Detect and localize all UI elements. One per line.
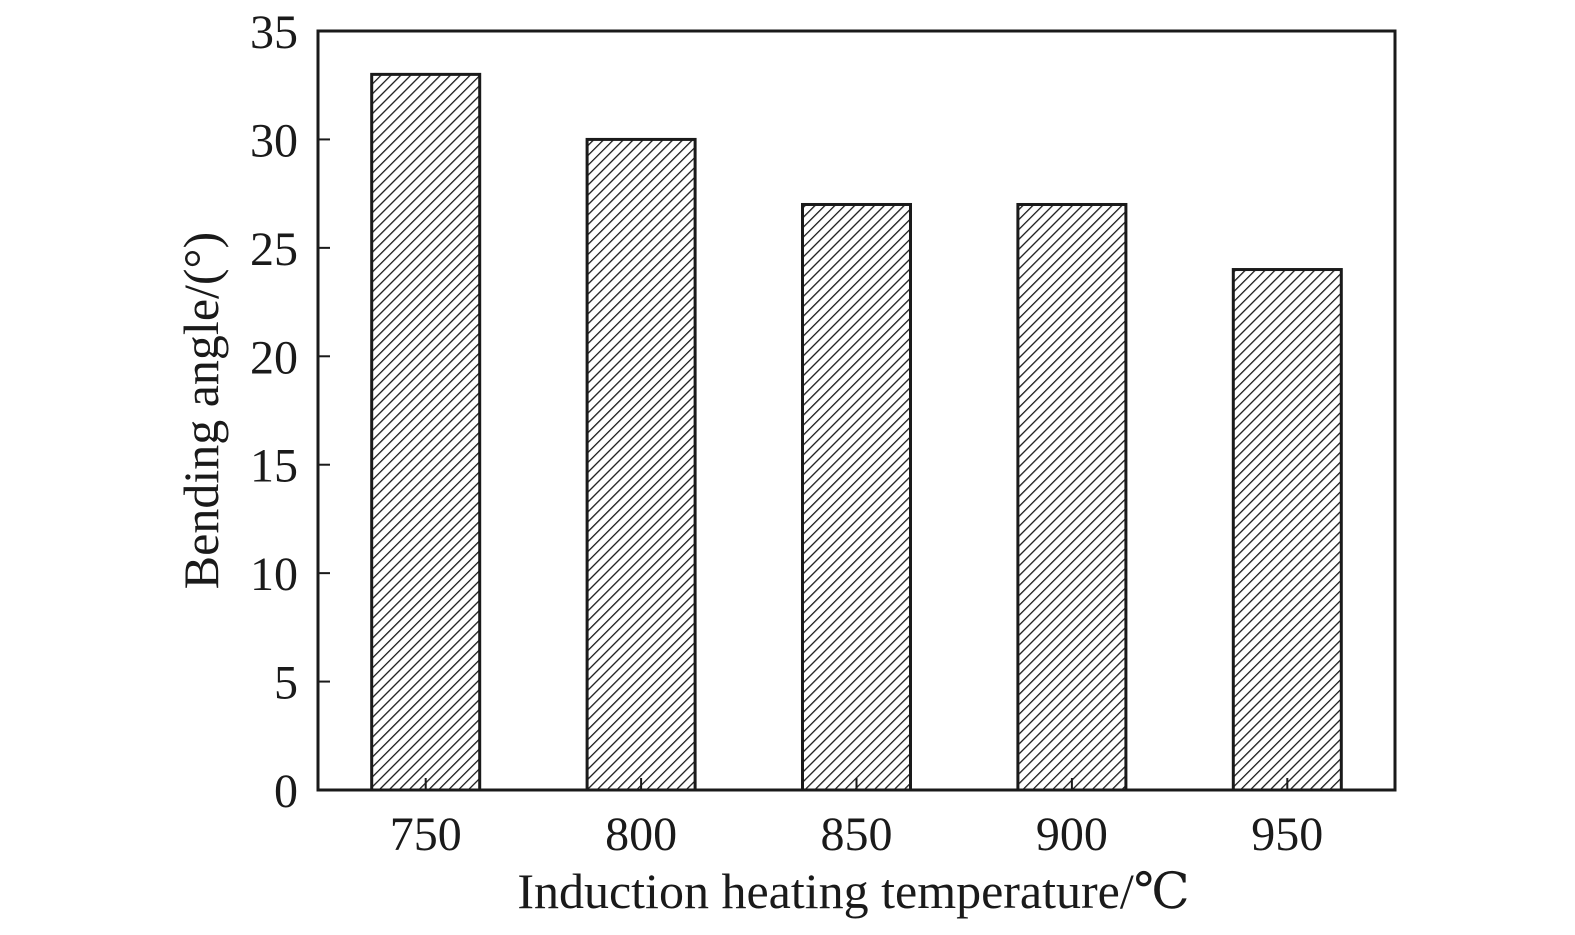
x-tick-label: 900 — [1036, 808, 1108, 861]
x-tick-label: 950 — [1251, 808, 1323, 861]
x-axis-title: Induction heating temperature/℃ — [517, 863, 1189, 919]
y-tick-label: 10 — [250, 548, 298, 601]
bar-750 — [370, 72, 482, 792]
bar-850 — [801, 202, 912, 792]
y-tick-label: 0 — [274, 765, 298, 818]
bar-900 — [1016, 202, 1128, 792]
bar-800 — [585, 137, 697, 792]
x-tick-label: 850 — [821, 808, 893, 861]
x-tick-label: 800 — [605, 808, 677, 861]
ticks-group: 750 800 850 900 950 0 5 10 15 20 25 30 35 — [250, 6, 1323, 861]
bar-950 — [1231, 268, 1343, 792]
y-tick-label: 15 — [250, 440, 298, 493]
y-axis-title: Bending angle/(°) — [173, 232, 229, 589]
y-tick-label: 25 — [250, 223, 298, 276]
y-tick-label: 35 — [250, 6, 298, 59]
y-tick-label: 20 — [250, 331, 298, 384]
y-tick-label: 5 — [274, 657, 298, 710]
x-tick-label: 750 — [390, 808, 462, 861]
bars-group — [370, 72, 1343, 792]
y-tick-label: 30 — [250, 114, 298, 167]
